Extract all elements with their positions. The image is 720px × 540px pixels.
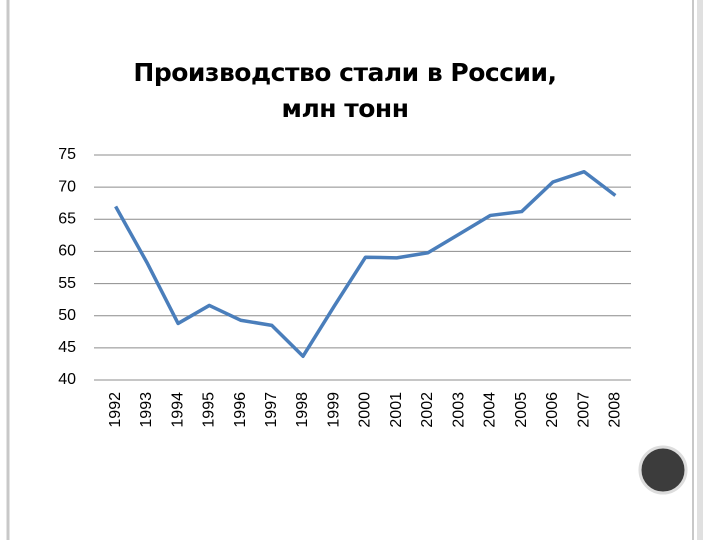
x-tick-label: 1997 bbox=[263, 392, 280, 428]
x-tick-label: 2003 bbox=[450, 392, 467, 428]
x-tick-label: 2002 bbox=[419, 392, 436, 428]
x-tick-label: 1998 bbox=[294, 392, 311, 428]
x-tick-label: 1993 bbox=[138, 392, 155, 428]
x-tick-label: 1999 bbox=[325, 392, 342, 428]
y-tick-label: 70 bbox=[58, 178, 76, 195]
chart-title: Производство стали в России, млн тонн bbox=[133, 58, 557, 123]
x-tick-label: 2007 bbox=[575, 392, 592, 428]
x-tick-label: 2000 bbox=[357, 392, 374, 428]
x-tick-label: 2005 bbox=[513, 392, 530, 428]
x-tick-label: 1996 bbox=[232, 392, 249, 428]
y-tick-label: 50 bbox=[58, 307, 76, 324]
x-tick-label: 2006 bbox=[544, 392, 561, 428]
y-tick-label: 75 bbox=[58, 146, 76, 163]
x-tick-label: 2004 bbox=[482, 392, 499, 428]
data-line bbox=[114, 169, 617, 358]
x-tick-label: 1995 bbox=[201, 392, 218, 428]
x-tick-label: 1992 bbox=[107, 392, 124, 428]
x-tick-label: 1994 bbox=[169, 392, 186, 428]
y-tick-label: 60 bbox=[58, 243, 76, 260]
x-tick-label: 2008 bbox=[607, 392, 624, 428]
y-tick-label: 45 bbox=[58, 339, 76, 356]
x-tick-label: 2001 bbox=[388, 392, 405, 428]
y-tick-label: 55 bbox=[58, 275, 76, 292]
decor-circle bbox=[638, 445, 688, 495]
y-tick-label: 65 bbox=[58, 211, 76, 228]
y-tick-label: 40 bbox=[58, 371, 76, 388]
